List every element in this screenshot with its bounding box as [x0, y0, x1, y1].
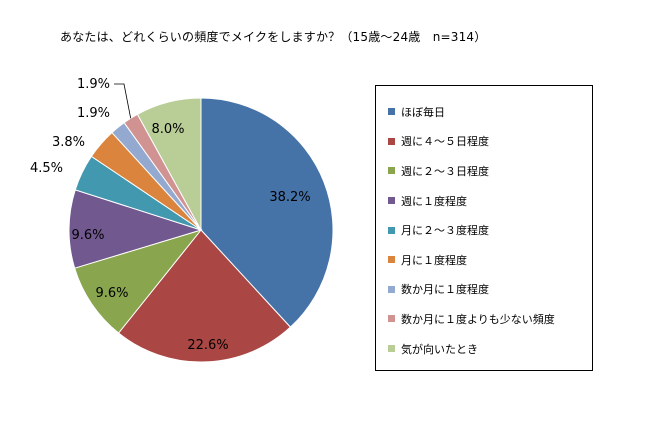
legend-swatch: [388, 226, 395, 234]
legend-item: 週に４～５日程度: [388, 127, 592, 157]
slice-label: 9.6%: [95, 286, 128, 301]
chart-title: あなたは、どれくらいの頻度でメイクをしますか？（15歳～24歳 n=314）: [60, 30, 487, 44]
legend-label: 週に２～３日程度: [401, 164, 489, 178]
leader-line: [114, 83, 132, 119]
legend-item: 週に２～３日程度: [388, 156, 592, 186]
pie-slice: [74, 229, 203, 334]
legend-swatch: [388, 256, 395, 264]
legend-label: ほぼ毎日: [401, 105, 445, 119]
pie-slice: [68, 189, 203, 269]
legend-swatch: [388, 197, 395, 205]
slice-label: 8.0%: [151, 122, 184, 137]
legend-label: 月に２～３度程度: [401, 224, 489, 238]
legend-swatch: [388, 315, 395, 323]
legend-label: 数か月に１度よりも少ない頻度: [401, 312, 555, 326]
legend-label: 気が向いたとき: [401, 342, 478, 356]
pie-slice: [117, 229, 292, 363]
legend-item: 月に２～３度程度: [388, 215, 592, 245]
legend-swatch: [388, 137, 395, 145]
slice-label: 3.8%: [52, 135, 85, 150]
legend-item: ほぼ毎日: [388, 97, 592, 127]
legend-item: 月に１度程度: [388, 245, 592, 275]
legend-item: 気が向いたとき: [388, 334, 592, 364]
legend-swatch: [388, 167, 395, 175]
pie-labels: 38.2% 22.6% 9.6% 9.6% 4.5% 3.8% 1.9% 1.9% 8.0%: [30, 77, 311, 353]
legend: ほぼ毎日週に４～５日程度 週に２～３日程度 週に１度程度月に２～３度程度 月に１度程度…: [375, 85, 593, 371]
legend-label: 週に１度程度: [401, 194, 467, 208]
slice-label: 4.5%: [30, 161, 63, 176]
slice-label: 22.6%: [187, 338, 228, 353]
slice-label: 38.2%: [269, 190, 310, 205]
legend-swatch: [388, 108, 395, 116]
legend-swatch: [388, 345, 395, 353]
slice-label: 9.6%: [71, 228, 104, 243]
slice-label: 1.9%: [77, 106, 110, 121]
legend-item: 数か月に１度よりも少ない頻度: [388, 304, 592, 334]
legend-item: 数か月に１度程度: [388, 275, 592, 305]
legend-swatch: [388, 285, 395, 293]
legend-label: 月に１度程度: [401, 253, 467, 267]
legend-label: 数か月に１度程度: [401, 283, 489, 297]
legend-label: 週に４～５日程度: [401, 135, 489, 149]
pie-slice: [200, 97, 334, 328]
legend-item: 週に１度程度: [388, 186, 592, 216]
pie-slices: [68, 97, 334, 363]
pie-slice: [136, 97, 202, 231]
slice-label: 1.9%: [77, 77, 110, 92]
